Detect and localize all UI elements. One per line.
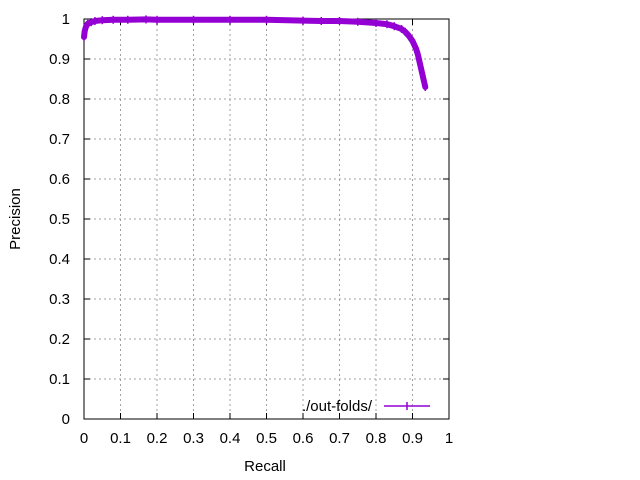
x-tick-label: 0.7 <box>329 430 350 447</box>
x-tick-label: 0.2 <box>147 430 168 447</box>
y-tick-label: 1 <box>62 11 70 28</box>
x-tick-label: 0.6 <box>293 430 314 447</box>
y-axis-label: Precision <box>7 188 24 250</box>
tick-labels: 0 0.1 0.2 0.3 0.4 0.5 0.6 0.7 0.8 0.9 1 0 0.1 0.2 0.3 0… <box>49 11 453 447</box>
y-tick-label: 0.2 <box>49 331 70 348</box>
y-tick-label: 0.6 <box>49 171 70 188</box>
y-tick-label: 0.4 <box>49 251 70 268</box>
series-line <box>81 16 429 90</box>
x-tick-label: 0.5 <box>256 430 277 447</box>
x-tick-label: 0.1 <box>110 430 131 447</box>
x-tick-label: 0.9 <box>402 430 423 447</box>
x-tick-label: 1 <box>445 430 453 447</box>
y-tick-label: 0.1 <box>49 371 70 388</box>
y-tick-label: 0.5 <box>49 211 70 228</box>
x-tick-label: 0.8 <box>366 430 387 447</box>
y-tick-label: 0.9 <box>49 51 70 68</box>
y-tick-label: 0.7 <box>49 131 70 148</box>
y-tick-label: 0.8 <box>49 91 70 108</box>
legend: ./out-folds/ <box>302 398 430 415</box>
y-tick-label: 0 <box>62 411 70 428</box>
legend-label: ./out-folds/ <box>302 398 373 415</box>
grid <box>84 19 449 419</box>
x-tick-label: 0.4 <box>220 430 241 447</box>
series-layer <box>81 15 429 91</box>
x-tick-label: 0.3 <box>183 430 204 447</box>
x-axis-label: Recall <box>244 458 286 475</box>
y-tick-label: 0.3 <box>49 291 70 308</box>
x-tick-label: 0 <box>80 430 88 447</box>
